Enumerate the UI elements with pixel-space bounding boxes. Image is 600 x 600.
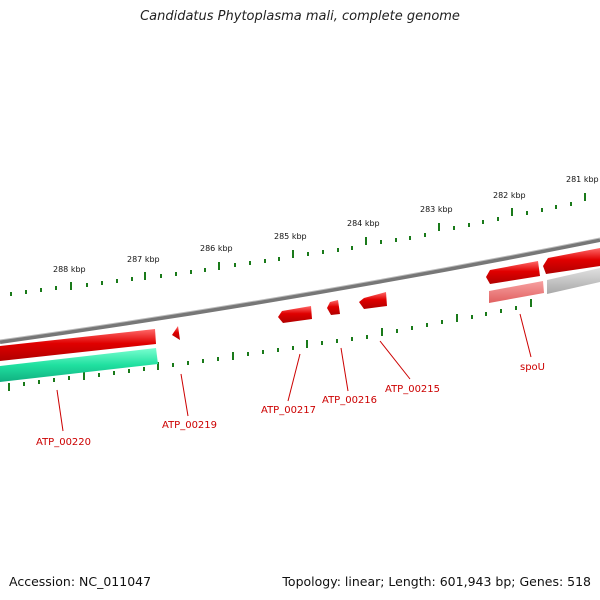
kbp-label-284: 284 kbp [347,219,380,228]
gene-shape-gray-right [547,268,600,294]
gene-shape-atp00216 [327,300,340,315]
gene-shape-atp00219 [172,326,180,340]
gene-label-spou: spoU [520,362,545,373]
gene-shape-atp00220 [0,348,158,382]
lower-tick-row [8,299,532,391]
backbone-highlight [0,237,600,341]
map-title: Candidatus Phytoplasma mali, complete ge… [140,9,460,24]
kbp-label-288: 288 kbp [53,265,86,274]
kbp-label-285: 285 kbp [274,232,307,241]
gene-label-atp00216: ATP_00216 [322,395,377,406]
gene-shape-fwd-left [0,329,156,361]
kbp-label-286: 286 kbp [200,244,233,253]
gene-shape-fwd-right [543,248,600,274]
label-connectors [56,313,532,432]
upper-tick-row [10,193,586,296]
gene-label-atp00220: ATP_00220 [36,437,91,448]
kbp-label-282: 282 kbp [493,191,526,200]
kbp-label-287: 287 kbp [127,255,160,264]
backbone [0,238,600,344]
gene-shape-atp00215 [359,292,387,309]
gene-label-atp00219: ATP_00219 [162,420,217,431]
gene-label-atp00215: ATP_00215 [385,384,440,395]
kbp-label-283: 283 kbp [420,205,453,214]
gene-shape-atp00217 [278,306,312,323]
gene-shape-spou [489,281,544,303]
kbp-label-281: 281 kbp [566,175,599,184]
gene-label-atp00217: ATP_00217 [261,405,316,416]
accession-text: Accession: NC_011047 [9,574,152,589]
gene-shape-spou-fwd [486,261,540,284]
genome-summary-text: Topology: linear; Length: 601,943 bp; Ge… [282,574,591,589]
